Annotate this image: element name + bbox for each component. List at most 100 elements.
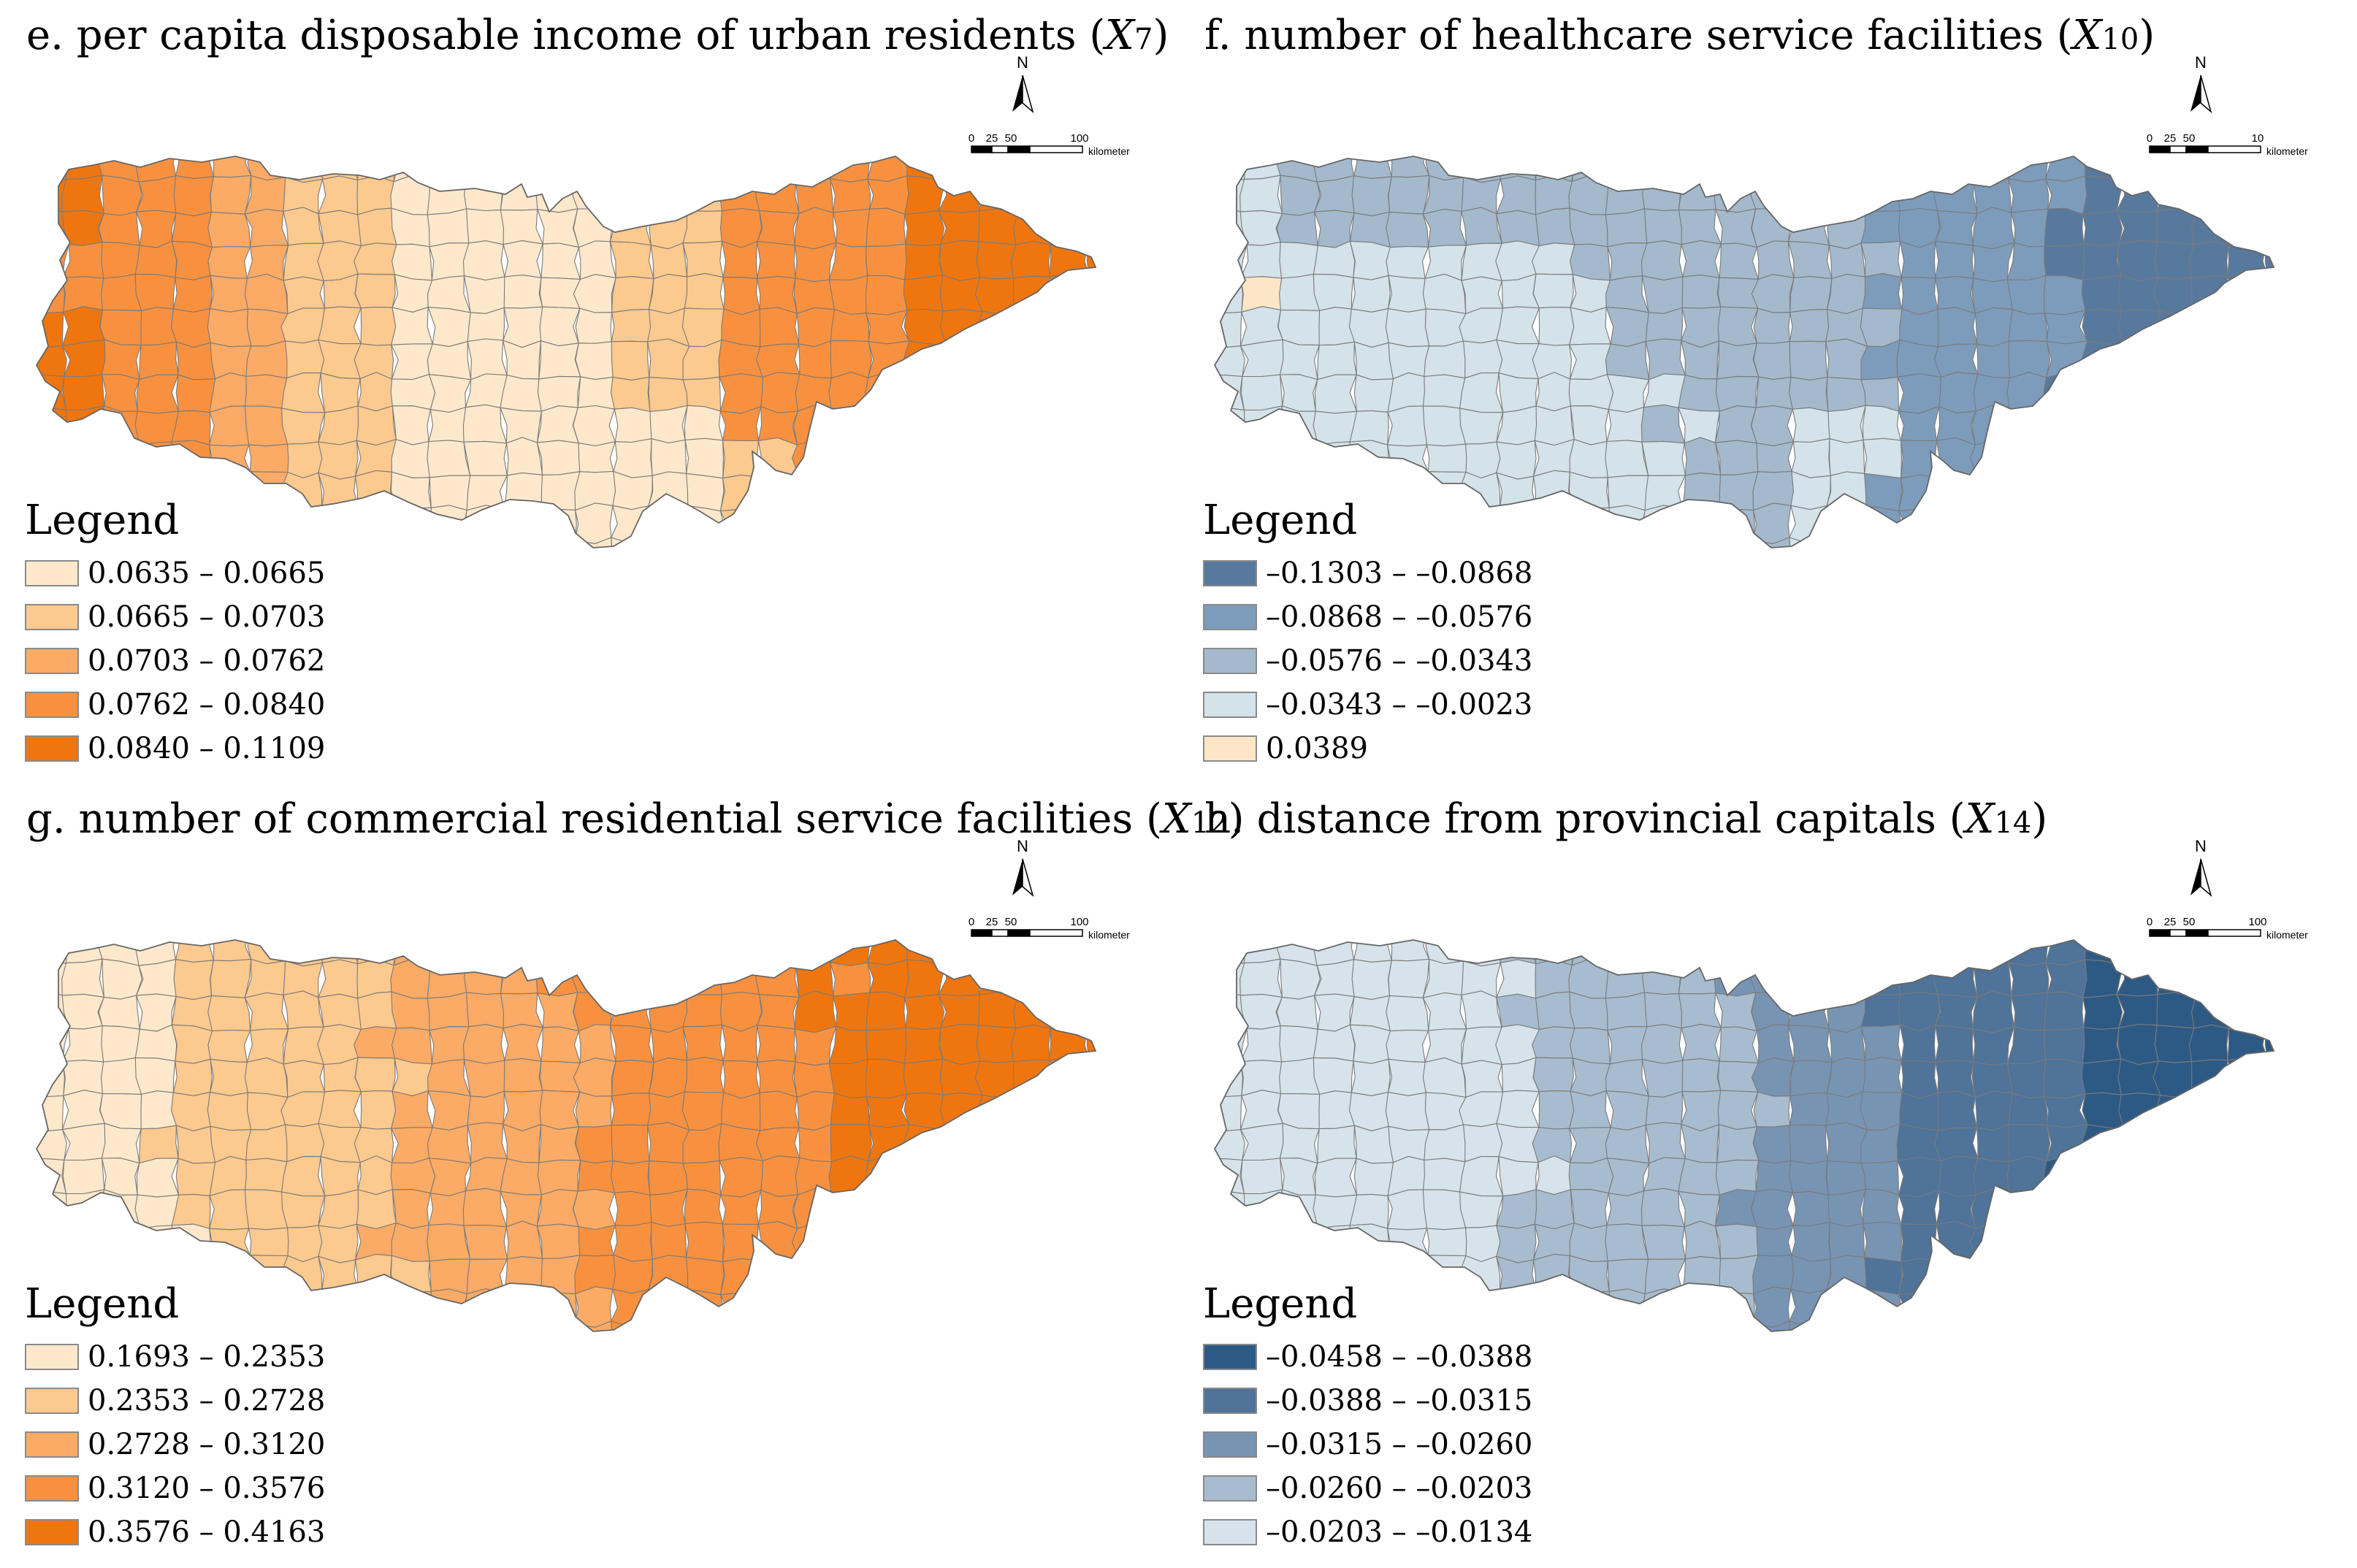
county-region xyxy=(247,940,286,965)
county-region xyxy=(1535,372,1574,412)
legend-swatch xyxy=(1203,1431,1257,1458)
county-region xyxy=(798,1124,833,1163)
county-region xyxy=(1049,274,1093,310)
county-region xyxy=(1461,207,1502,246)
county-region xyxy=(2193,1125,2232,1158)
scale-bar-segment xyxy=(2149,145,2171,153)
county-region xyxy=(574,940,616,963)
county-region xyxy=(1792,1190,1833,1227)
county-region xyxy=(1568,1127,1611,1164)
county-region xyxy=(974,342,1020,380)
county-region xyxy=(1387,405,1428,447)
county-region xyxy=(938,210,983,245)
county-region xyxy=(1787,992,1831,1030)
county-region xyxy=(904,1027,944,1064)
county-region xyxy=(1496,306,1540,345)
county-region xyxy=(390,306,433,345)
county-region xyxy=(1240,374,1283,411)
county-region xyxy=(1753,341,1792,380)
legend-label: 0.0665 – 0.0703 xyxy=(88,600,326,634)
county-region xyxy=(719,373,763,414)
county-region xyxy=(1085,208,1096,248)
county-region xyxy=(1755,376,1794,410)
county-region xyxy=(2082,175,2124,215)
county-region xyxy=(1898,1258,1941,1296)
county-region xyxy=(1605,1124,1650,1164)
county-region xyxy=(394,1289,435,1329)
county-region xyxy=(1752,156,1795,180)
county-region xyxy=(1424,1124,1467,1163)
county-region xyxy=(1716,1288,1755,1327)
county-region xyxy=(248,443,289,473)
county-region xyxy=(281,408,326,445)
county-region xyxy=(391,1189,431,1229)
county-region xyxy=(1934,1290,1976,1325)
county-region xyxy=(1641,440,1686,476)
county-region xyxy=(37,437,69,477)
county-region xyxy=(1789,276,1833,313)
county-region xyxy=(1605,175,1646,215)
county-region xyxy=(432,539,473,548)
county-region xyxy=(390,175,435,215)
county-region xyxy=(37,1158,67,1195)
county-region xyxy=(974,1060,1017,1098)
county-region xyxy=(791,439,833,480)
legend-item: 0.2353 – 0.2728 xyxy=(25,1379,325,1423)
county-region xyxy=(62,1158,105,1195)
county-region xyxy=(791,1223,833,1263)
county-region xyxy=(613,1222,653,1262)
county-region xyxy=(244,175,287,215)
county-region xyxy=(2008,1221,2052,1260)
county-region xyxy=(208,1228,251,1263)
county-region xyxy=(2191,993,2235,1030)
county-region xyxy=(1573,1289,1613,1329)
county-region xyxy=(976,1191,1020,1230)
county-region xyxy=(938,437,984,478)
county-region xyxy=(829,178,871,213)
scale-bar-tick-label: 25 xyxy=(986,916,998,928)
county-region xyxy=(2044,1288,2086,1327)
county-region xyxy=(645,175,689,211)
legend-swatch xyxy=(25,735,79,762)
county-region xyxy=(1607,475,1649,511)
county-region xyxy=(101,242,142,279)
county-region xyxy=(686,1256,725,1296)
county-region xyxy=(1827,1188,1866,1228)
county-region xyxy=(2154,471,2197,512)
legend-swatch xyxy=(1203,1388,1257,1414)
county-region xyxy=(1049,992,1089,1033)
scale-bar-segment xyxy=(2149,929,2171,937)
county-region xyxy=(98,1224,141,1263)
county-region xyxy=(320,1155,361,1197)
county-region xyxy=(759,307,800,348)
legend-swatch xyxy=(1203,648,1257,674)
county-region xyxy=(1015,1320,1053,1331)
county-region xyxy=(390,343,433,380)
county-region xyxy=(1215,374,1245,411)
county-region xyxy=(1714,440,1760,475)
county-region xyxy=(1279,242,1320,279)
county-region xyxy=(2116,210,2161,245)
county-region xyxy=(2081,340,2125,380)
county-region xyxy=(2266,1224,2274,1262)
county-region xyxy=(538,505,577,543)
legend-swatch xyxy=(1203,1344,1257,1370)
county-region xyxy=(578,1024,616,1064)
county-region xyxy=(1898,508,1941,545)
county-region xyxy=(1827,156,1863,179)
county-region xyxy=(828,503,870,539)
county-region xyxy=(902,1156,944,1197)
county-region xyxy=(830,1093,870,1126)
county-region xyxy=(1898,1292,1941,1328)
county-region xyxy=(2006,1321,2048,1331)
county-region xyxy=(1716,340,1760,380)
legend: Legend –0.0458 – –0.0388 –0.0388 – –0.031… xyxy=(1203,1280,1532,1554)
county-region xyxy=(1049,208,1089,250)
county-region xyxy=(1753,1125,1792,1164)
county-region xyxy=(467,1122,508,1164)
county-region xyxy=(465,1322,508,1331)
county-region xyxy=(649,1188,688,1228)
county-region xyxy=(573,1188,616,1231)
county-region xyxy=(208,444,251,480)
